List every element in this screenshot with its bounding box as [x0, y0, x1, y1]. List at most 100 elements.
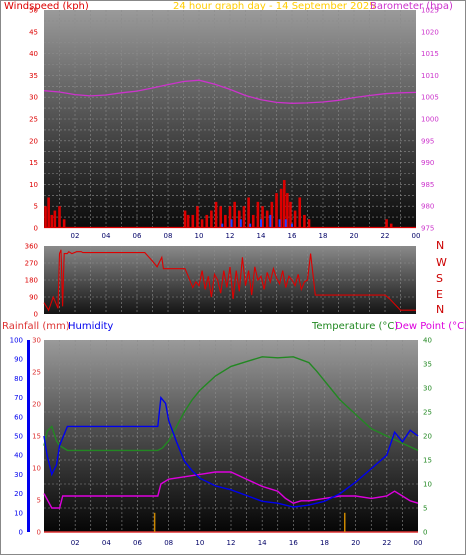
wind-x-tick: 06 [133, 232, 142, 240]
windspeed-bar [247, 197, 250, 228]
wind-gust-bar [260, 219, 262, 228]
wind-direction-line [43, 249, 416, 312]
humidity-y-tick: 70 [14, 394, 23, 402]
temp-x-tick: 12 [227, 539, 236, 547]
temp-x-tick: 04 [102, 539, 111, 547]
wind-y-tick: 20 [29, 137, 38, 145]
temp-x-tick: 18 [320, 539, 329, 547]
temp-x-tick: 00 [414, 539, 423, 547]
graph-title: 24 hour graph day - 14 September 2025 [173, 1, 376, 12]
temperature-y-tick: 40 [423, 337, 432, 345]
windspeed-bar [293, 210, 297, 228]
windspeed-bar [58, 206, 61, 228]
temperature-y-tick: 0 [423, 529, 427, 537]
temperature-line [43, 356, 419, 452]
wind-y-tick: 10 [29, 181, 38, 189]
wind-x-tick: 14 [257, 232, 266, 240]
humidity-y-tick: 90 [14, 356, 23, 364]
wind-x-tick: 20 [350, 232, 359, 240]
humidity-y-tick: 10 [14, 509, 23, 517]
windspeed-bar [186, 214, 190, 228]
barometer-y-tick: 995 [421, 137, 434, 145]
windspeed-bar [196, 206, 199, 228]
direction-y-tick: 180 [25, 277, 38, 285]
humidity-y-tick: 30 [14, 471, 23, 479]
temperature-y-tick: 25 [423, 409, 432, 417]
rainfall-y-tick: 5 [37, 497, 41, 505]
direction-y-tick: 360 [25, 243, 38, 251]
temperature-y-tick: 20 [423, 433, 432, 441]
humidity-y-tick: 80 [14, 375, 23, 383]
direction-y-tick: 0 [34, 311, 38, 319]
windspeed-bar [238, 210, 241, 228]
wind-x-tick: 10 [195, 232, 204, 240]
windspeed-bar [183, 210, 187, 228]
wind-gust-bar [284, 219, 287, 228]
rainfall-axis-title: Rainfall (mm) [2, 321, 70, 332]
rainfall-y-tick: 30 [32, 337, 41, 345]
windspeed-bar [224, 214, 227, 228]
wind-x-tick: 04 [102, 232, 111, 240]
windspeed-bar [228, 206, 232, 228]
barometer-y-tick: 1010 [421, 72, 439, 80]
barometer-y-tick: 1020 [421, 28, 439, 36]
wind-gust-bar [278, 219, 281, 228]
windspeed-bar [265, 210, 269, 228]
humidity-y-tick: 60 [14, 413, 23, 421]
wind-y-tick: 0 [34, 225, 38, 233]
windspeed-bar [256, 201, 260, 228]
windspeed-bar [275, 193, 278, 228]
wind-gust-bar [269, 214, 272, 228]
barometer-y-tick: 985 [421, 181, 434, 189]
windspeed-bar [279, 188, 283, 228]
temperature-axis-title: Temperature (°C) [312, 321, 399, 332]
temp-x-tick: 10 [195, 539, 204, 547]
temp-x-tick: 16 [289, 539, 298, 547]
temp-x-tick: 20 [351, 539, 360, 547]
wind-x-tick: 00 [412, 232, 421, 240]
windspeed-bar [50, 214, 54, 228]
windspeed-bar [251, 214, 255, 228]
temperature-y-tick: 30 [423, 385, 432, 393]
windspeed-bar [205, 214, 209, 228]
wind-y-tick: 50 [29, 7, 38, 15]
windspeed-bar [214, 201, 218, 228]
wind-y-tick: 15 [29, 159, 38, 167]
direction-y-tick: 90 [29, 294, 38, 302]
barometer-y-tick: 1000 [421, 116, 439, 124]
humidity-y-tick: 40 [14, 452, 23, 460]
compass-label-s: S [436, 272, 443, 285]
wind-y-tick: 35 [29, 72, 38, 80]
temp-x-tick: 08 [164, 539, 173, 547]
barometer-y-tick: 1025 [421, 7, 439, 15]
wind-y-tick: 45 [29, 28, 38, 36]
compass-label-w: W [436, 256, 447, 269]
direction-y-tick: 270 [25, 260, 38, 268]
temperature-y-tick: 15 [423, 457, 432, 465]
wind-y-tick: 25 [29, 116, 38, 124]
windspeed-bar [233, 201, 236, 228]
temp-x-tick: 06 [133, 539, 142, 547]
rainfall-y-tick: 10 [32, 465, 41, 473]
barometer-y-tick: 975 [421, 225, 434, 233]
windspeed-bar [53, 210, 57, 228]
barometer-y-tick: 980 [421, 203, 434, 211]
windspeed-bar [385, 219, 388, 228]
compass-label-n-top: N [436, 239, 445, 252]
temperature-y-tick: 5 [423, 505, 427, 513]
wind-gust-bar [221, 223, 224, 228]
compass-label-e: E [436, 288, 443, 301]
wind-y-tick: 40 [29, 50, 38, 58]
compass-label-n-bottom: N [436, 303, 445, 316]
temp-x-tick: 22 [382, 539, 391, 547]
windspeed-bar [282, 180, 286, 228]
rainfall-y-tick: 20 [32, 401, 41, 409]
humidity-axis-bar [27, 340, 30, 532]
wind-x-tick: 02 [71, 232, 80, 240]
temp-x-tick: 02 [71, 539, 80, 547]
barometer-y-tick: 1005 [421, 94, 439, 102]
wind-axis-title: Windspeed (kph) [4, 1, 89, 12]
barometer-line [43, 79, 417, 104]
windspeed-bar [286, 193, 289, 228]
